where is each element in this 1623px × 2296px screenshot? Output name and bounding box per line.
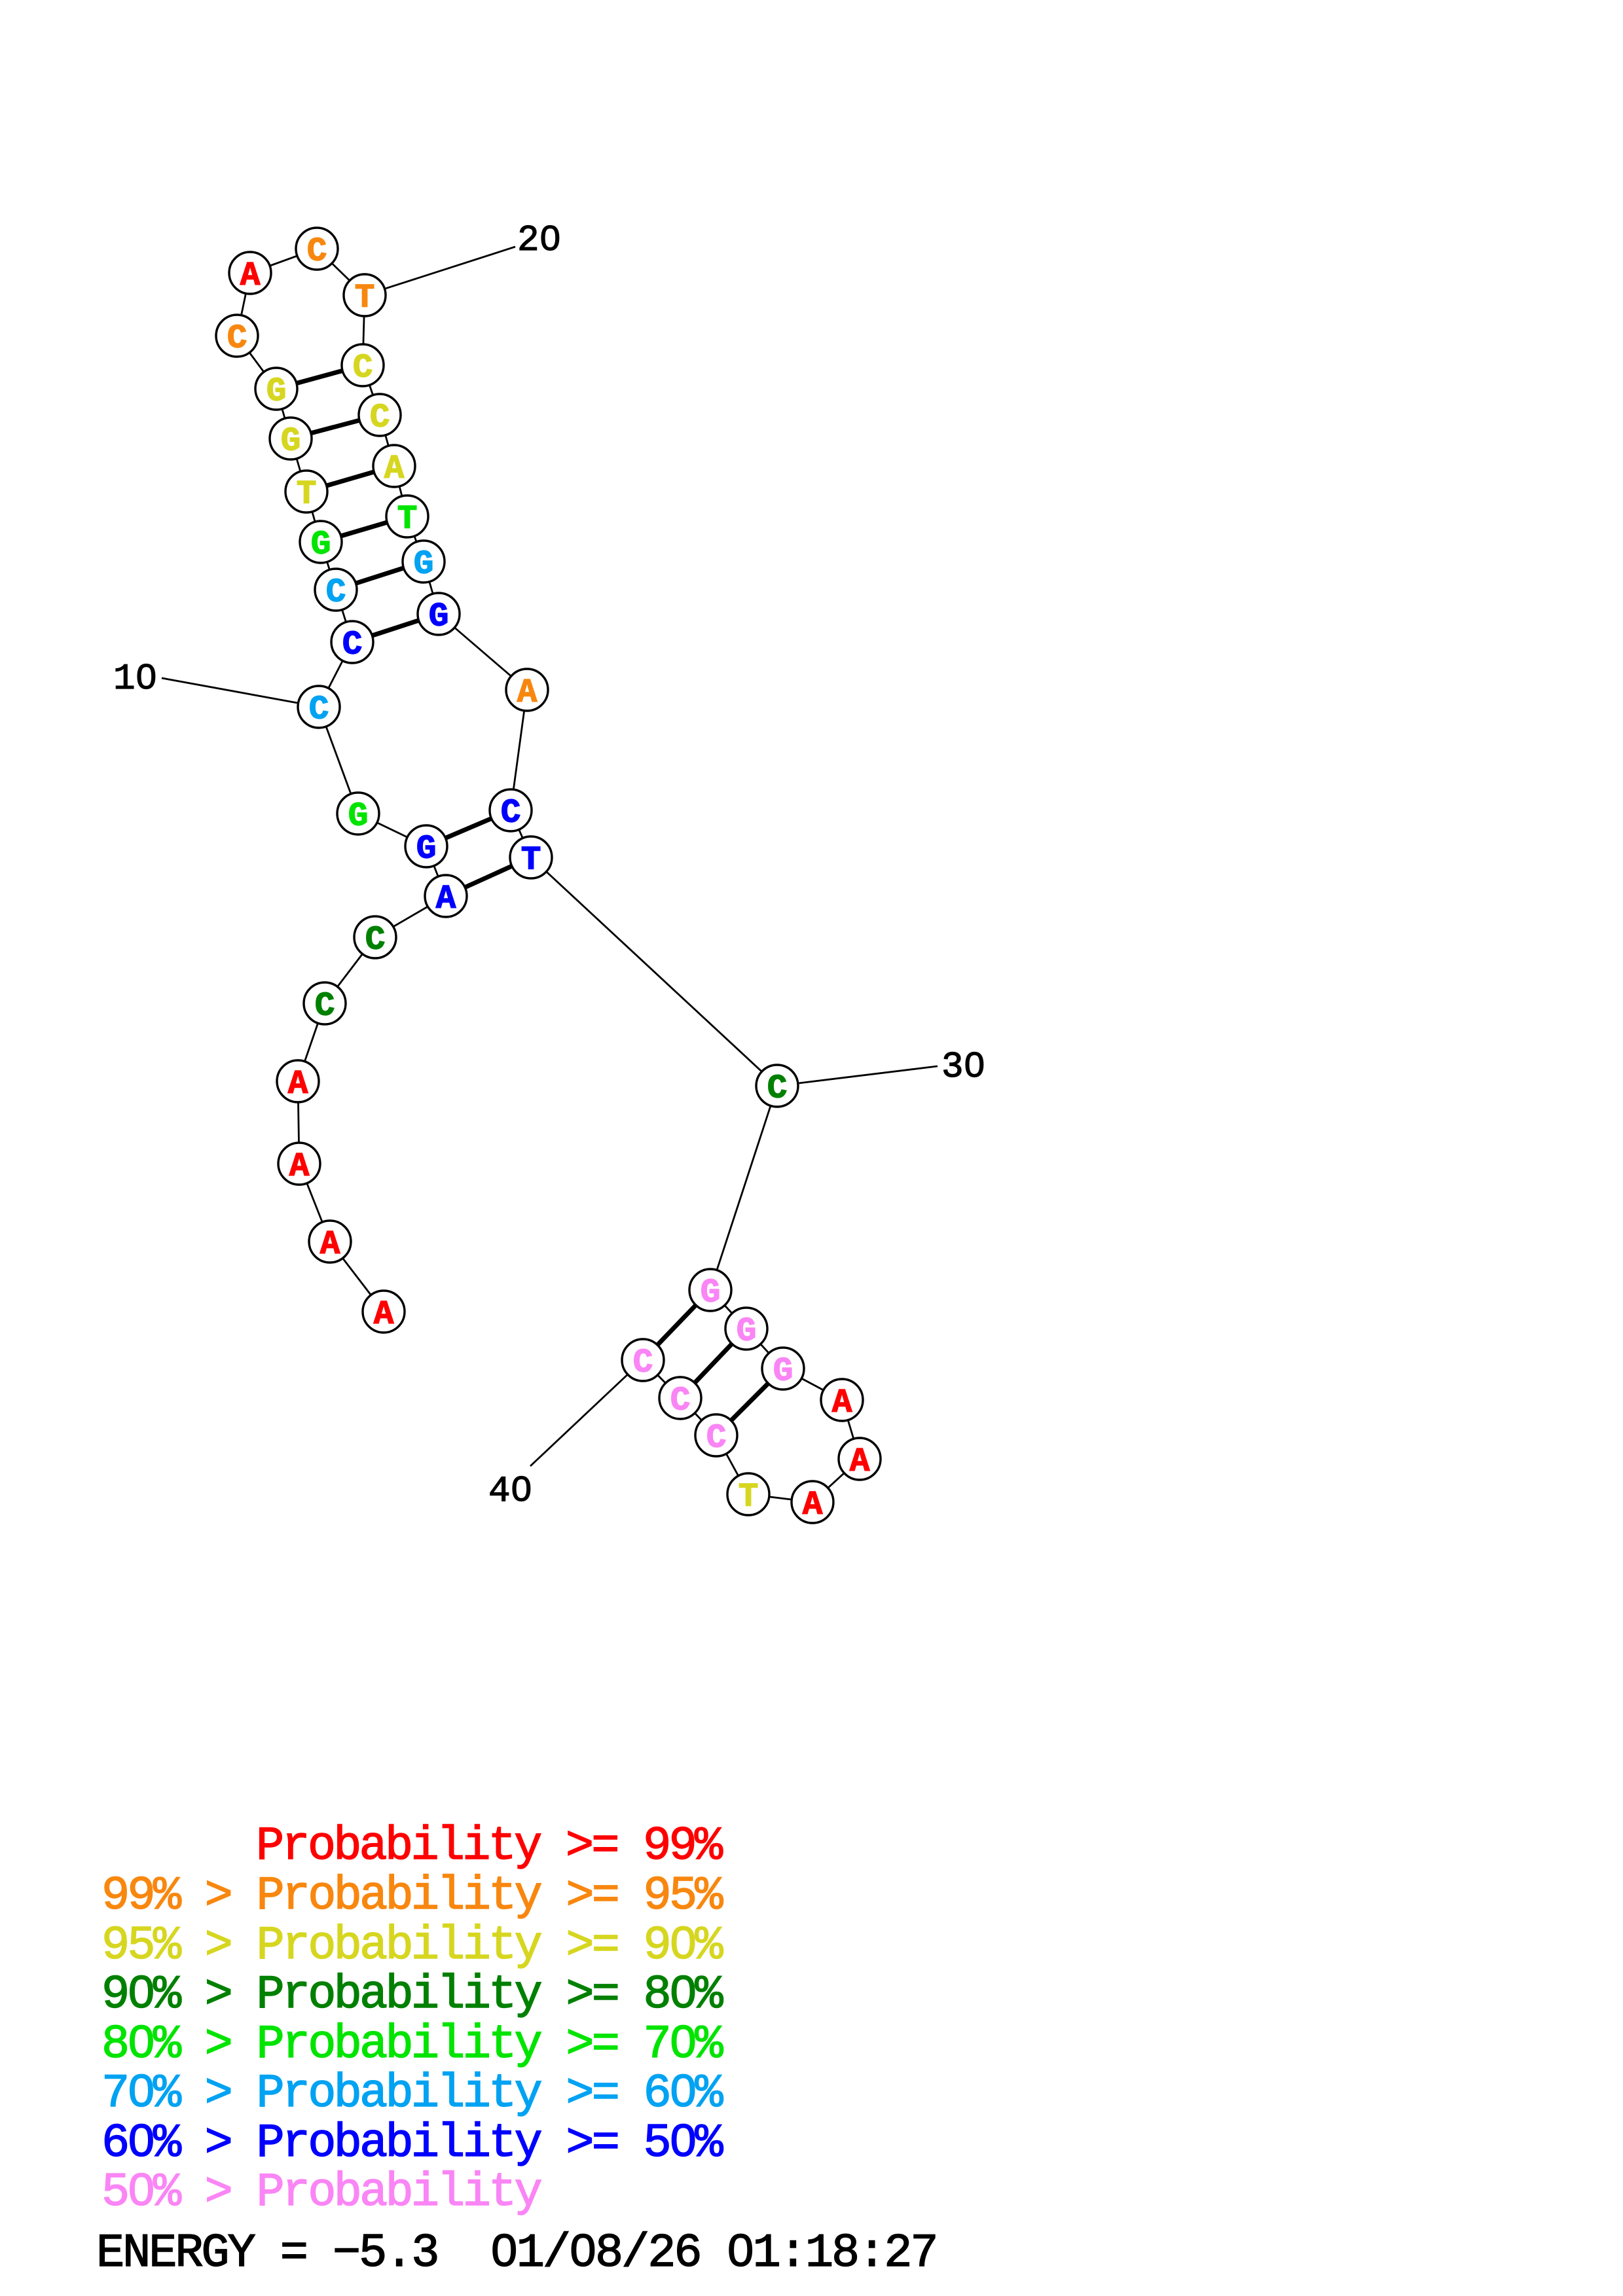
svg-text:C: C xyxy=(307,234,327,271)
svg-text:C: C xyxy=(227,321,247,358)
svg-text:Probability >= 99%: Probability >= 99% xyxy=(256,1820,723,1873)
svg-text:A: A xyxy=(374,1297,394,1334)
svg-text:C: C xyxy=(633,1345,653,1382)
svg-text:A: A xyxy=(288,1066,308,1103)
svg-text:A: A xyxy=(240,258,261,295)
svg-text:G: G xyxy=(701,1275,721,1312)
svg-text:80% > Probability >= 70%: 80% > Probability >= 70% xyxy=(101,2018,723,2072)
svg-text:G: G xyxy=(773,1354,793,1391)
svg-text:A: A xyxy=(517,675,538,712)
svg-text:G: G xyxy=(266,374,287,411)
svg-text:95% > Probability >= 90%: 95% > Probability >= 90% xyxy=(101,1919,723,1973)
svg-text:90% > Probability >= 80%: 90% > Probability >= 80% xyxy=(101,1968,723,2022)
svg-text:G: G xyxy=(348,798,369,836)
svg-text:C: C xyxy=(706,1420,727,1458)
svg-text:G: G xyxy=(737,1314,757,1351)
svg-text:C: C xyxy=(315,988,335,1026)
svg-text:A: A xyxy=(320,1227,340,1264)
svg-text:10: 10 xyxy=(113,658,157,700)
svg-text:20: 20 xyxy=(517,219,561,261)
svg-text:30: 30 xyxy=(941,1046,985,1088)
svg-text:ENERGY = −5.3 01/08/26 01:18:: ENERGY = −5.3 01/08/26 01:18:27 xyxy=(96,2227,936,2280)
svg-text:C: C xyxy=(353,350,373,387)
svg-text:T: T xyxy=(521,842,541,880)
svg-text:A: A xyxy=(289,1149,310,1186)
svg-text:C: C xyxy=(767,1071,788,1108)
svg-text:C: C xyxy=(342,627,363,664)
svg-text:A: A xyxy=(384,451,405,488)
svg-text:C: C xyxy=(365,922,386,960)
svg-text:T: T xyxy=(397,501,418,539)
svg-text:C: C xyxy=(326,575,346,612)
svg-text:T: T xyxy=(355,280,375,317)
svg-text:70% > Probability >= 60%: 70% > Probability >= 60% xyxy=(101,2067,723,2121)
svg-text:A: A xyxy=(850,1444,870,1481)
svg-text:C: C xyxy=(501,795,521,833)
svg-text:T: T xyxy=(739,1479,759,1516)
svg-text:C: C xyxy=(670,1383,691,1420)
svg-text:G: G xyxy=(281,423,301,461)
svg-text:G: G xyxy=(416,831,437,869)
svg-text:40: 40 xyxy=(488,1470,532,1512)
svg-text:C: C xyxy=(309,692,329,729)
svg-text:A: A xyxy=(803,1487,823,1524)
svg-text:99% > Probability >= 95%: 99% > Probability >= 95% xyxy=(101,1869,723,1923)
svg-text:T: T xyxy=(297,476,317,514)
svg-text:G: G xyxy=(311,527,331,564)
svg-text:A: A xyxy=(832,1385,852,1422)
svg-text:C: C xyxy=(370,400,390,437)
svg-text:G: G xyxy=(429,599,449,636)
svg-text:50% > Probability: 50% > Probability xyxy=(101,2166,541,2219)
svg-text:A: A xyxy=(436,881,456,918)
svg-text:G: G xyxy=(414,547,434,584)
svg-text:60% > Probability >= 50%: 60% > Probability >= 50% xyxy=(101,2117,723,2170)
